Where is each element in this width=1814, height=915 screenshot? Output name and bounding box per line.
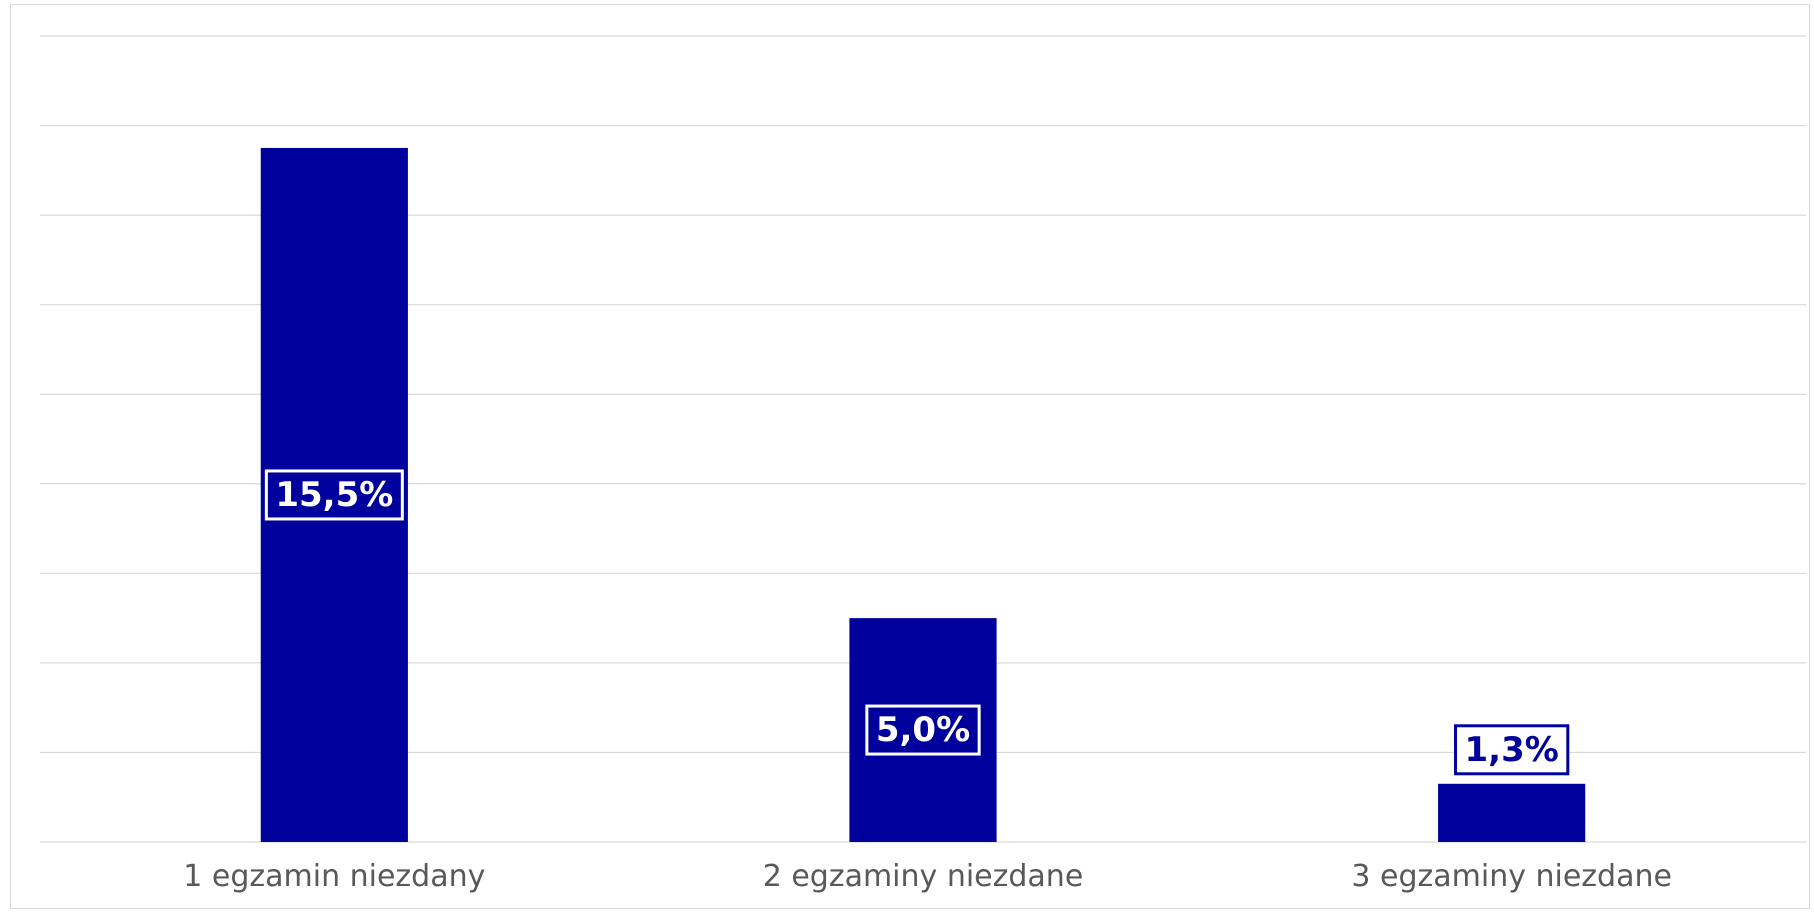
value-label-text: 5,0% (876, 710, 970, 750)
category-label: 1 egzamin niezdany (183, 859, 485, 894)
value-label-box (1454, 724, 1570, 776)
value-label-text: 1,3% (1465, 730, 1559, 770)
category-labels: 1 egzamin niezdany 2 egzaminy niezdane 3 e… (183, 859, 1672, 894)
value-label: 1,3% (1454, 724, 1570, 776)
value-label: 5,0% (865, 704, 981, 756)
value-labels: 15,5% 5,0% 1,3% (264, 469, 1570, 776)
value-label-box (264, 469, 404, 521)
value-label: 15,5% (264, 469, 404, 521)
bar (1438, 783, 1586, 842)
category-label: 2 egzaminy niezdane (763, 859, 1084, 894)
category-label: 3 egzaminy niezdane (1351, 859, 1672, 894)
value-label-box (865, 704, 981, 756)
value-label-text: 15,5% (275, 475, 393, 515)
